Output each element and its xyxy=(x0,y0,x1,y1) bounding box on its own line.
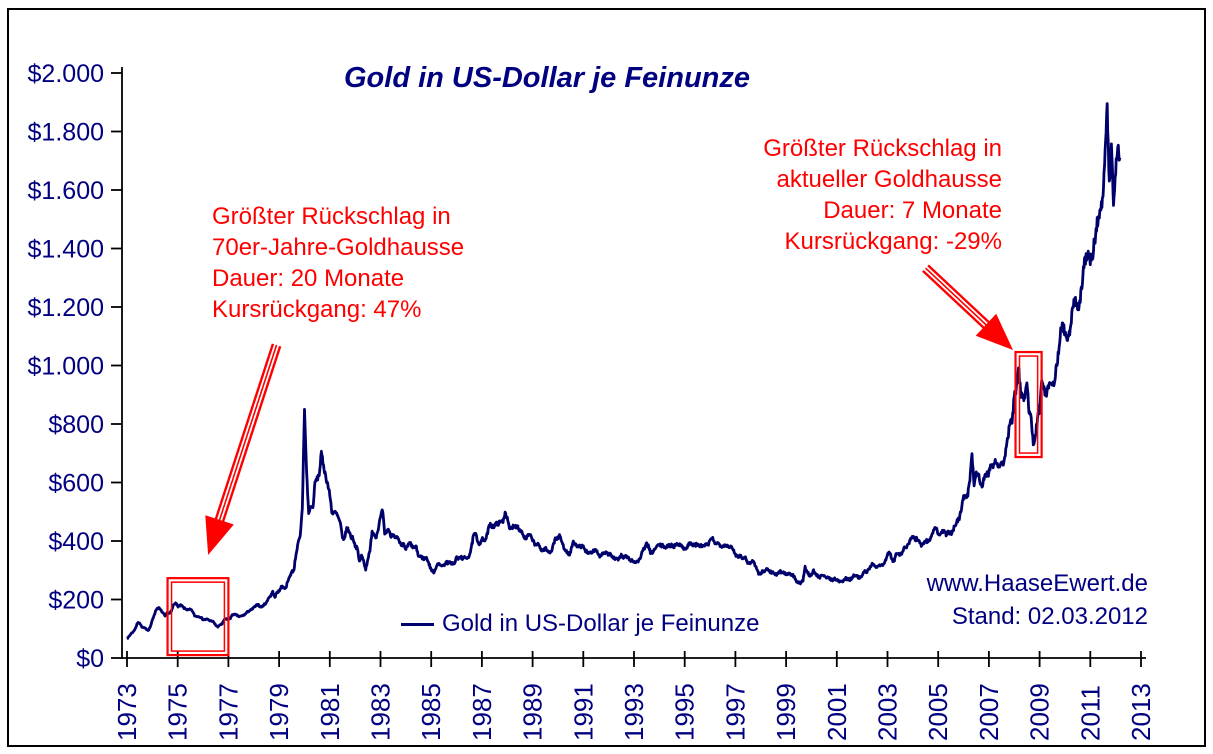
y-tick-label: $600 xyxy=(48,470,104,498)
y-tick-label: $1.400 xyxy=(28,236,104,264)
figure-border xyxy=(7,8,1206,747)
y-tick-label: $2.000 xyxy=(28,60,104,88)
x-tick-label: 1995 xyxy=(670,683,700,741)
watermark-url: www.HaaseEwert.de xyxy=(926,570,1148,597)
x-tick-label: 1975 xyxy=(163,683,193,741)
x-tick-label: 2001 xyxy=(822,683,852,741)
annotation-line: aktueller Goldhausse xyxy=(776,166,1002,193)
arrow-head xyxy=(975,313,1013,350)
annotation-line: Dauer: 20 Monate xyxy=(212,265,405,292)
gold-price-line xyxy=(126,102,1122,641)
x-tick-label: 1989 xyxy=(518,683,548,741)
annotation-line: Kursrückgang: -29% xyxy=(784,228,1002,255)
legend-label: Gold in US-Dollar je Feinunze xyxy=(442,610,760,637)
arrow-shaft-stripe xyxy=(217,344,278,525)
annotation-line: Dauer: 7 Monate xyxy=(823,197,1002,224)
highlight-box-outer xyxy=(1014,350,1043,459)
x-tick-label: 2007 xyxy=(974,683,1004,741)
x-tick-label: 2011 xyxy=(1075,685,1105,741)
x-tick-label: 1973 xyxy=(112,683,142,741)
x-tick-label: 1997 xyxy=(720,683,750,741)
legend: Gold in US-Dollar je Feinunze xyxy=(401,609,759,639)
x-tick-label: 1987 xyxy=(467,683,497,741)
highlight-box-outer xyxy=(166,577,230,657)
annotation-line: Größter Rückschlag in xyxy=(212,203,451,230)
y-tick-label: $800 xyxy=(48,411,104,439)
x-tick-label: 1979 xyxy=(264,683,294,741)
annotation-2008-correction: Größter Rückschlag in aktueller Goldhaus… xyxy=(700,133,1002,257)
x-tick-label: 1991 xyxy=(568,683,598,741)
x-tick-label: 2013 xyxy=(1126,683,1156,741)
arrow-head xyxy=(205,515,234,555)
arrow-shaft-stripe xyxy=(922,269,988,332)
legend-line-swatch xyxy=(401,622,434,626)
x-tick-label: 1993 xyxy=(619,683,649,741)
x-tick-label: 1999 xyxy=(771,683,801,741)
2008-correction-box xyxy=(1014,350,1043,459)
arrow-to-2008-correction xyxy=(922,264,1013,350)
annotation-line: Größter Rückschlag in xyxy=(763,135,1002,162)
y-tick-label: $1.200 xyxy=(28,294,104,322)
y-tick-label: $400 xyxy=(48,528,104,556)
tick-labels: $0 $200 $400 $600 $800 $1.000 $1.200 $1.400 $1.6… xyxy=(28,60,1156,741)
y-tick-label: $1.600 xyxy=(28,177,104,205)
arrow-shaft-stripe xyxy=(220,345,282,527)
x-tick-label: 1981 xyxy=(315,683,345,741)
x-tick-label: 1977 xyxy=(213,683,243,741)
annotation-70s-correction: Größter Rückschlag in 70er-Jahre-Goldhau… xyxy=(212,201,464,325)
watermark: www.HaaseEwert.de Stand: 02.03.2012 xyxy=(846,567,1148,633)
x-tick-label: 2003 xyxy=(873,683,903,741)
arrow-shaft-stripe xyxy=(924,267,991,329)
annotation-line: 70er-Jahre-Goldhausse xyxy=(212,234,465,261)
x-tick-label: 1985 xyxy=(416,683,446,741)
x-tick-label: 2005 xyxy=(923,683,953,741)
y-tick-label: $1.000 xyxy=(28,353,104,381)
x-tick-label: 1983 xyxy=(366,683,396,741)
arrow-shaft-stripe xyxy=(927,264,994,327)
arrow-to-70s-correction xyxy=(205,343,282,555)
axes xyxy=(111,67,1146,667)
chart-title: Gold in US-Dollar je Feinunze xyxy=(343,62,751,94)
70s-correction-box xyxy=(166,577,230,657)
y-tick-label: $0 xyxy=(76,645,104,673)
y-tick-label: $1.800 xyxy=(28,119,104,147)
highlight-box-inner xyxy=(170,581,226,652)
watermark-date: Stand: 02.03.2012 xyxy=(951,603,1148,630)
y-tick-label: $200 xyxy=(48,587,104,615)
highlight-box-inner xyxy=(1018,355,1039,454)
annotation-line: Kursrückgang: 47% xyxy=(212,296,422,323)
arrow-shaft-stripe xyxy=(213,343,275,524)
x-tick-label: 2009 xyxy=(1025,683,1055,741)
